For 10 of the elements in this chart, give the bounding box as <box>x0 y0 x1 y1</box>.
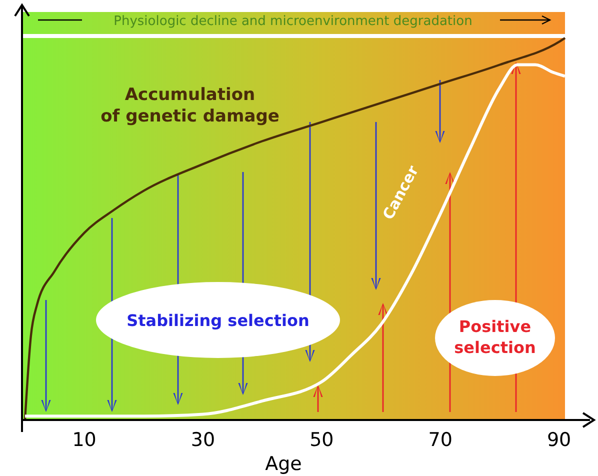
x-tick-label: 90 <box>546 429 572 451</box>
x-tick-label: 30 <box>190 429 216 451</box>
x-tick-label: 10 <box>72 429 96 451</box>
x-tick-label: 50 <box>310 429 334 451</box>
text: Physiologic decline and microenvironment degradation <box>114 14 472 29</box>
x-tick-label: 70 <box>428 429 452 451</box>
annotation: Stabilizing selection <box>126 311 310 330</box>
x-axis-title: Age <box>265 453 302 475</box>
annotation: Positive selection <box>454 317 536 357</box>
series-label: Accumulation of genetic damage <box>100 85 280 126</box>
